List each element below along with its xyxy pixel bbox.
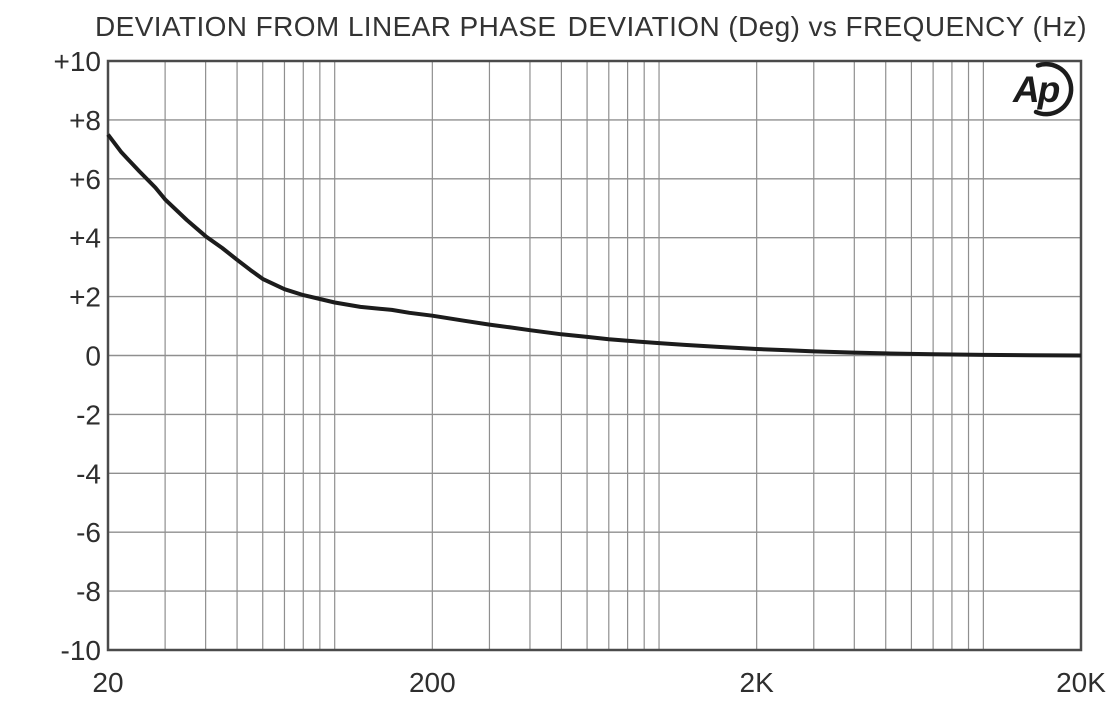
grid-lines (108, 61, 1081, 650)
ap-logo: Ap (1012, 61, 1074, 117)
y-axis-labels: +10 +8 +6 +4 +2 0 -2 -4 -6 -8 -10 (54, 46, 102, 666)
y-tick-label: 0 (85, 341, 101, 372)
y-tick-label: +4 (69, 223, 101, 254)
y-tick-label: +6 (69, 164, 101, 195)
y-tick-label: -10 (61, 635, 101, 666)
y-tick-label: -6 (76, 517, 101, 548)
x-tick-label: 20K (1056, 667, 1106, 698)
y-tick-label: -8 (76, 576, 101, 607)
x-axis-labels: 20 200 2K 20K (92, 667, 1106, 698)
chart-subtitle: DEVIATION (Deg) vs FREQUENCY (Hz) (567, 11, 1087, 42)
y-tick-label: +2 (69, 282, 101, 313)
y-tick-label: -2 (76, 399, 101, 430)
x-tick-label: 2K (740, 667, 775, 698)
chart-title: DEVIATION FROM LINEAR PHASE (95, 11, 557, 42)
y-tick-label: +10 (54, 46, 102, 77)
y-tick-label: -4 (76, 458, 101, 489)
ap-logo-text: Ap (1012, 69, 1060, 110)
ap-logo-arc (1033, 61, 1074, 117)
x-tick-label: 200 (409, 667, 456, 698)
deviation-curve (106, 133, 1082, 358)
y-tick-label: +8 (69, 105, 101, 136)
x-tick-label: 20 (92, 667, 123, 698)
